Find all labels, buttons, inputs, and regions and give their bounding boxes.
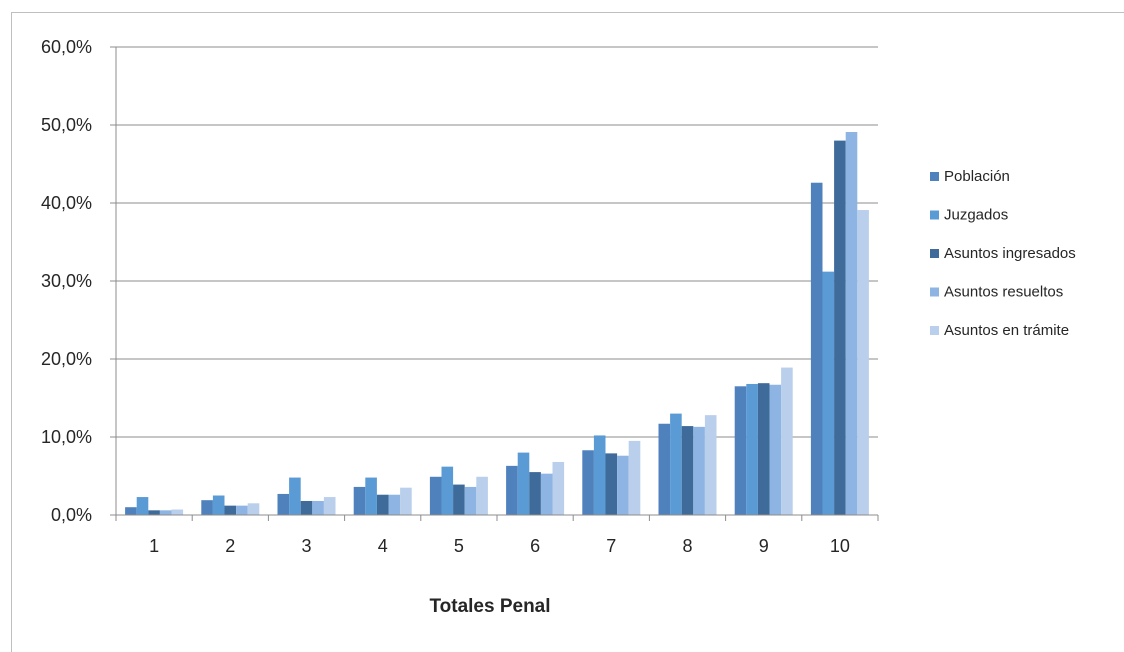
legend-item: Población [930,168,1010,185]
bar [201,500,213,515]
bar [757,383,770,515]
bars [125,132,869,515]
legend: Población Juzgados Asuntos ingresados Asunt… [930,168,1076,339]
bar [224,505,237,515]
y-tick-label: 60,0% [41,37,92,57]
bar [552,461,565,515]
legend-label: Población [944,168,1010,185]
x-tick-label: 10 [830,536,850,556]
bar [845,132,858,515]
bar [529,472,541,515]
bar [212,495,225,515]
y-tick-label: 10,0% [41,427,92,447]
legend-swatch [930,287,939,297]
legend-item: Asuntos ingresados [930,245,1076,262]
bar [136,497,149,515]
y-tick-label: 0,0% [51,505,92,525]
x-axis-tick-labels: 1 2 3 4 5 6 7 8 9 10 [149,536,850,556]
legend-label: Juzgados [944,207,1008,224]
bar [769,384,782,515]
legend-item: Juzgados [930,207,1008,224]
bar [704,415,717,515]
bar [300,500,313,515]
legend-item: Asuntos en trámite [930,322,1069,339]
legend-label: Asuntos en trámite [944,322,1069,339]
legend-swatch [930,249,939,258]
y-tick-label: 40,0% [41,193,92,213]
x-tick-label: 6 [530,536,540,556]
gridlines [116,46,878,438]
bar [388,494,401,515]
bar [746,383,758,515]
y-tick-label: 30,0% [41,271,92,291]
bar [236,505,248,515]
bar [353,486,366,515]
legend-label: Asuntos resueltos [944,284,1063,301]
bar [582,450,594,515]
bar [617,455,629,515]
chart-frame [11,12,1124,652]
y-tick-label: 50,0% [41,115,92,135]
bar [159,510,172,515]
bar [312,500,324,515]
legend-swatch [930,210,939,220]
y-tick-label: 20,0% [41,349,92,369]
bar [289,477,301,515]
bar [429,476,442,515]
bar [277,493,290,515]
axes [110,46,879,521]
bar [453,484,465,515]
x-tick-label: 3 [301,536,311,556]
bar [476,476,488,515]
bar [517,452,530,515]
x-tick-label: 7 [606,536,616,556]
bar [781,367,793,515]
bar [681,426,694,515]
x-tick-label: 5 [454,536,464,556]
y-axis-tick-labels: 0,0% 10,0% 20,0% 30,0% 40,0% 50,0% 60,0% [41,37,92,525]
x-tick-label: 8 [682,536,692,556]
legend-label: Asuntos ingresados [944,245,1076,262]
bar [365,477,377,515]
legend-swatch [930,326,939,335]
bar [605,453,618,515]
bar [734,386,747,515]
bar [593,435,606,515]
x-tick-label: 2 [225,536,235,556]
x-tick-label: 4 [378,536,388,556]
x-axis-title: Totales Penal [429,596,550,617]
bar [693,426,705,515]
bar [658,423,671,515]
bar [822,271,835,515]
legend-item: Asuntos resueltos [930,284,1063,301]
bar [247,503,260,515]
bar [810,182,823,515]
bar [670,413,682,515]
x-tick-label: 9 [759,536,769,556]
bar [376,494,389,515]
bar [441,466,454,515]
bar [125,507,137,515]
bar [540,473,553,515]
bar [323,497,336,515]
bar [148,510,160,515]
legend-swatch [930,172,939,181]
bar [857,210,869,515]
bar [628,440,641,515]
bar [464,486,477,515]
bar [400,487,412,515]
bar [834,140,846,515]
bar [171,509,184,515]
bar [506,465,518,515]
x-tick-label: 1 [149,536,159,556]
